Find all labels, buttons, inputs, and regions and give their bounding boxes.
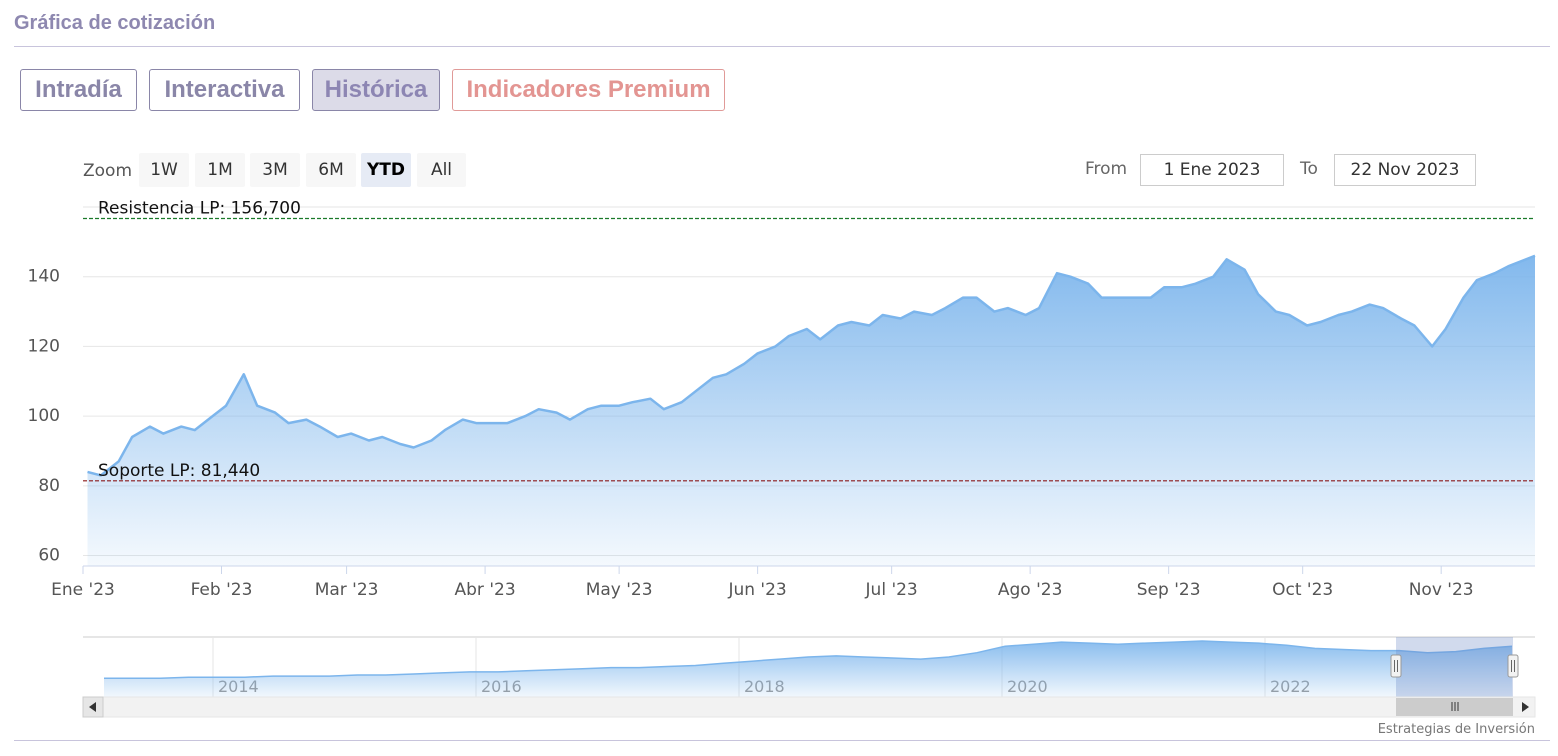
price-line: [87, 254, 1536, 477]
tab-interactiva[interactable]: Interactiva: [149, 69, 300, 111]
y-tick-label: 100: [28, 406, 60, 426]
tab-indicadores-premium[interactable]: Indicadores Premium: [452, 69, 725, 111]
navigator-line: [104, 640, 1513, 679]
zoom-button-1w[interactable]: 1W: [139, 153, 189, 187]
y-tick-label: 120: [28, 336, 60, 356]
resistance-label: Resistencia LP: 156,700: [98, 199, 301, 219]
x-tick-label: Feb '23: [191, 580, 253, 600]
arrow-right-icon: [1522, 702, 1529, 712]
tab-historica[interactable]: Histórica: [312, 69, 440, 111]
navigator-right-handle[interactable]: [1507, 654, 1519, 678]
navigator-left-handle[interactable]: [1390, 654, 1402, 678]
y-tick-label: 80: [38, 476, 60, 496]
support-label: Soporte LP: 81,440: [98, 461, 260, 481]
page-title: Gráfica de cotización: [14, 12, 216, 34]
arrow-left-icon: [89, 702, 96, 712]
navigator-selected-range[interactable]: [1396, 637, 1513, 697]
from-date-input[interactable]: 1 Ene 2023: [1140, 154, 1284, 186]
navigator-area: [104, 641, 1512, 697]
x-tick-label: Oct '23: [1272, 580, 1333, 600]
zoom-button-3m[interactable]: 3M: [250, 153, 300, 187]
zoom-button-ytd[interactable]: YTD: [361, 153, 411, 187]
chart-credit: Estrategias de Inversión: [1378, 722, 1535, 737]
zoom-button-6m[interactable]: 6M: [306, 153, 356, 187]
x-tick-label: Abr '23: [455, 580, 516, 600]
bottom-divider: [14, 740, 1550, 741]
x-tick-label: Ago '23: [998, 580, 1063, 600]
zoom-button-1m[interactable]: 1M: [195, 153, 245, 187]
zoom-button-all[interactable]: All: [417, 153, 466, 187]
to-date-input[interactable]: 22 Nov 2023: [1334, 154, 1476, 186]
x-tick-label: Nov '23: [1409, 580, 1474, 600]
tab-intradia[interactable]: Intradía: [20, 69, 137, 111]
scrollbar-track[interactable]: [82, 696, 1536, 718]
x-tick-label: Ene '23: [51, 580, 115, 600]
from-label: From: [1085, 159, 1128, 179]
to-label: To: [1300, 159, 1318, 179]
y-tick-label: 60: [38, 546, 60, 566]
title-divider: [14, 46, 1550, 47]
x-tick-label: Jun '23: [727, 580, 786, 600]
price-area: [87, 255, 1535, 567]
y-tick-label: 140: [28, 267, 60, 287]
x-tick-label: Jul '23: [865, 580, 918, 600]
x-tick-label: Sep '23: [1137, 580, 1201, 600]
zoom-label: Zoom: [83, 161, 133, 181]
x-tick-label: Mar '23: [315, 580, 379, 600]
x-tick-label: May '23: [586, 580, 653, 600]
